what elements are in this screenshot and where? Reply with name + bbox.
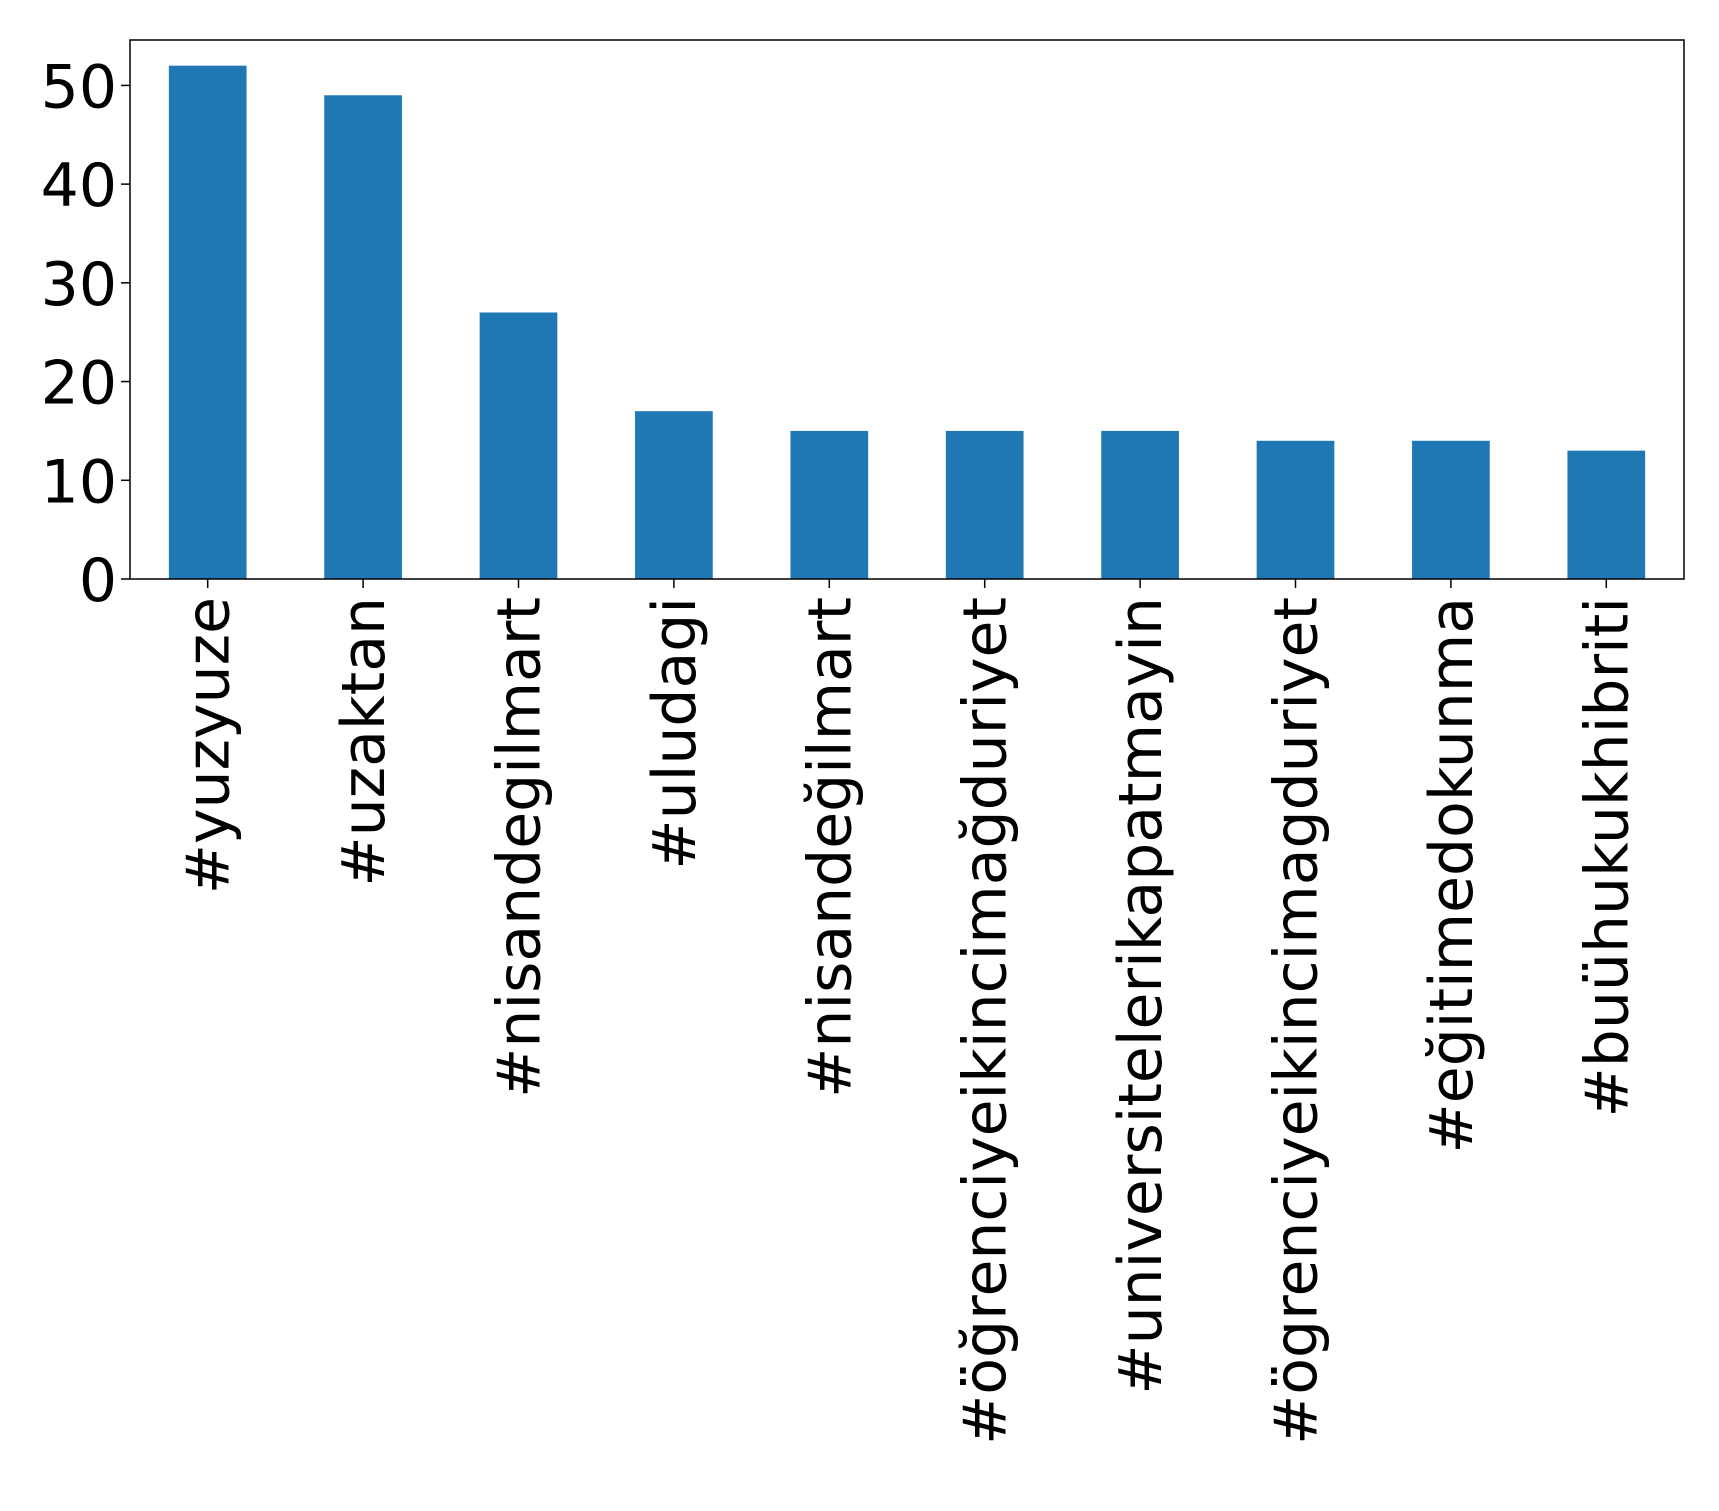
y-tick-label-2: 20 bbox=[41, 349, 117, 419]
x-tick-label-4: #nisandeğilmart bbox=[795, 597, 865, 1098]
x-tick-label-0: #yuzyuze bbox=[174, 597, 244, 894]
x-tick-label-6: #universitelerikapatmayin bbox=[1106, 597, 1176, 1395]
bar-5 bbox=[945, 430, 1024, 579]
bar-0 bbox=[168, 65, 247, 579]
x-tick-label-8: #eğitimedokunma bbox=[1417, 597, 1487, 1153]
plot-frame bbox=[129, 39, 1685, 580]
bar-8 bbox=[1412, 440, 1490, 579]
bar-1 bbox=[324, 95, 402, 580]
bar-6 bbox=[1101, 430, 1179, 579]
x-tick-label-1: #uzaktan bbox=[329, 597, 399, 887]
y-tick-label-4: 40 bbox=[41, 151, 117, 221]
y-tick-label-5: 50 bbox=[41, 52, 117, 122]
bar-9 bbox=[1567, 450, 1646, 579]
y-tick-label-3: 30 bbox=[41, 250, 117, 320]
x-tick-label-7: #ögrenciyeikincimagduriyet bbox=[1262, 597, 1332, 1445]
x-tick-label-2: #nisandegilmart bbox=[485, 597, 555, 1098]
y-tick-label-0: 0 bbox=[79, 546, 117, 616]
bars-layer bbox=[168, 65, 1646, 580]
x-tick-label-9: #buühukukhibriti bbox=[1572, 597, 1642, 1117]
y-tick-label-1: 10 bbox=[41, 447, 117, 517]
bar-4 bbox=[790, 430, 869, 579]
x-axis: #yuzyuze #uzaktan #nisandegilmart #uludagi #… bbox=[174, 579, 1642, 1445]
y-axis: 0 10 20 30 40 50 bbox=[41, 52, 130, 616]
bar-7 bbox=[1256, 440, 1335, 579]
x-tick-label-5: #öğrenciyeikincimağduriyet bbox=[951, 597, 1021, 1445]
x-tick-label-3: #uludagi bbox=[640, 597, 710, 870]
bar-3 bbox=[635, 411, 713, 579]
bar-2 bbox=[479, 312, 558, 579]
